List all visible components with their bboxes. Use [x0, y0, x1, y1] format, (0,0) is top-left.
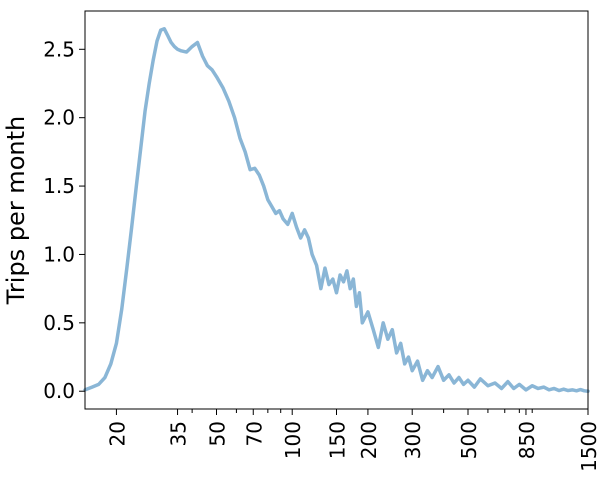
y-tick-label: 2.0	[43, 106, 75, 130]
x-tick-label: 20	[105, 421, 129, 446]
y-tick-label: 1.0	[43, 242, 75, 266]
x-tick-label: 100	[281, 421, 305, 459]
x-tick-label: 1500	[577, 421, 600, 472]
plot-frame	[84, 10, 589, 410]
y-tick-label: 2.5	[43, 37, 75, 61]
x-tick-label: 35	[167, 421, 191, 446]
x-axis: 20 35 50 70 100 150 200 300 500 850 1500	[105, 409, 600, 472]
x-tick-label: 50	[206, 421, 230, 446]
y-tick-label: 0.5	[43, 311, 75, 335]
x-tick-label: 300	[401, 421, 425, 459]
x-tick-label: 150	[326, 421, 350, 459]
x-tick-label: 200	[357, 421, 381, 459]
x-tick-label: 850	[515, 421, 539, 459]
y-tick-label: 0.0	[43, 379, 75, 403]
y-axis-label: Trips per month	[2, 116, 30, 305]
series-line-0	[83, 27, 590, 393]
y-tick-label: 1.5	[43, 174, 75, 198]
x-tick-label: 500	[457, 421, 481, 459]
x-tick-label: 70	[242, 421, 266, 446]
y-axis: 0.0 0.5 1.0 1.5 2.0 2.5	[43, 37, 85, 403]
plot-area	[83, 27, 590, 393]
